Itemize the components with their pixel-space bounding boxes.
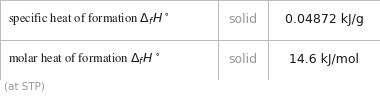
Bar xyxy=(0,0,380,40)
Text: 0.04872 kJ/g: 0.04872 kJ/g xyxy=(285,13,363,26)
Text: molar heat of formation $\Delta_f H^\circ$: molar heat of formation $\Delta_f H^\cir… xyxy=(8,52,160,67)
Text: specific heat of formation $\Delta_f H^\circ$: specific heat of formation $\Delta_f H^\… xyxy=(8,12,169,28)
Text: (at STP): (at STP) xyxy=(4,81,45,91)
Bar xyxy=(0,40,380,80)
Text: solid: solid xyxy=(229,53,258,66)
Text: 14.6 kJ/mol: 14.6 kJ/mol xyxy=(289,53,359,66)
Text: solid: solid xyxy=(229,13,258,26)
